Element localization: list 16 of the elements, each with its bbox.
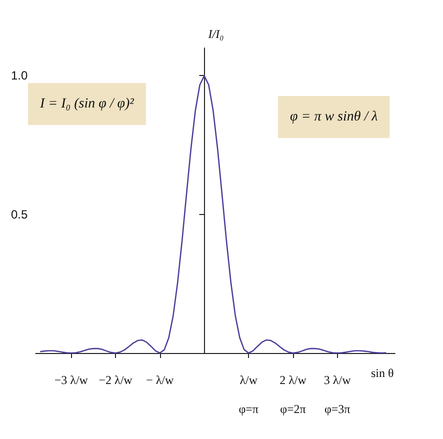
x-tick-label: 2 λ/w <box>280 373 307 387</box>
x-tick-label: λ/w <box>240 373 258 387</box>
x-tick-label: 3 λ/w <box>324 373 352 387</box>
x-tick-label: − λ/w <box>146 373 174 387</box>
y-tick-label: 1.0 <box>10 68 28 83</box>
text: φ=3π <box>324 402 350 416</box>
y-axis-title: I/I₀ <box>207 27 224 41</box>
annotation: φ = π w sinθ / λ <box>290 110 378 124</box>
annotation: I = I₀ (sin φ / φ)² <box>39 96 135 112</box>
text: φ=π <box>238 402 258 416</box>
line-series <box>39 75 387 354</box>
x-tick-label: −3 λ/w <box>54 373 88 387</box>
x-axis-title: sin θ <box>371 366 394 380</box>
y-tick-label: 0.5 <box>10 207 28 222</box>
x-tick-label: −2 λ/w <box>98 373 133 387</box>
text: φ=2π <box>280 402 306 416</box>
